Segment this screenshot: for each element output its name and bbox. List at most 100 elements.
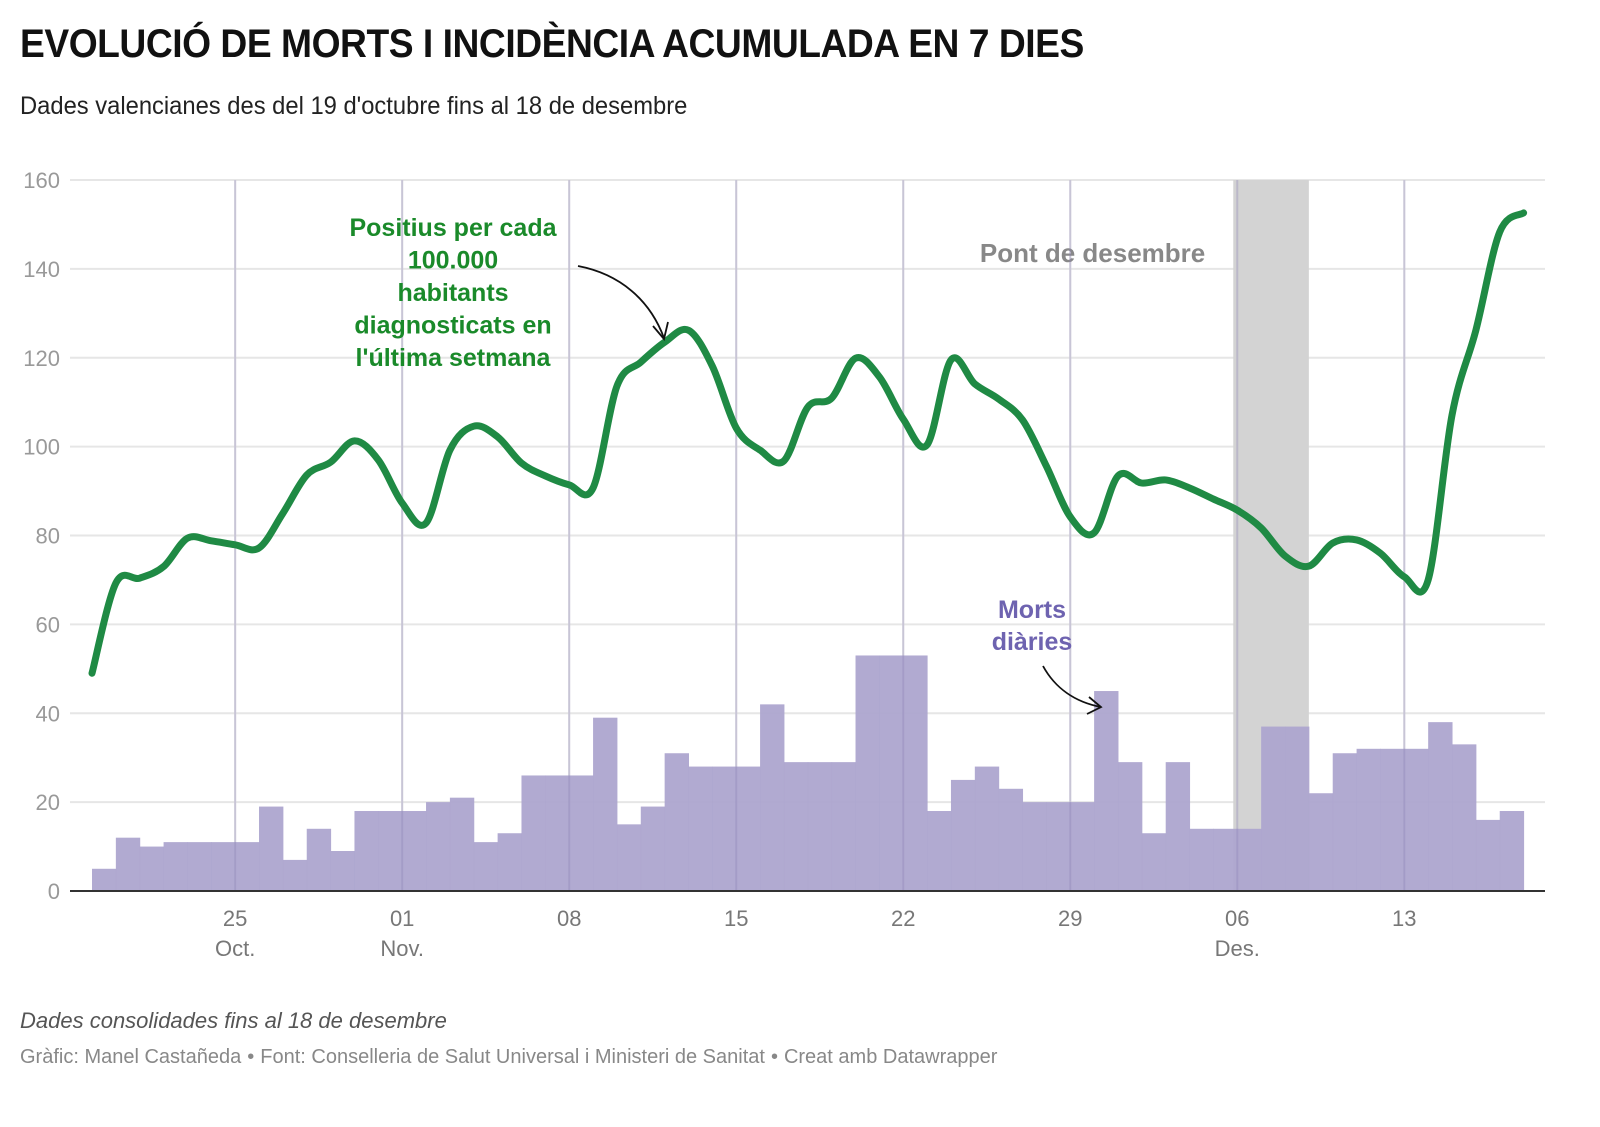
deaths-bar — [1332, 753, 1358, 891]
credit-tool[interactable]: Creat amb Datawrapper — [783, 1046, 998, 1068]
x-tick-month: Oct. — [215, 936, 255, 961]
deaths-bar — [92, 868, 117, 891]
deaths-bar — [998, 788, 1024, 891]
deaths-bar — [640, 806, 666, 891]
deaths-bar — [211, 842, 236, 891]
deaths-bar — [1046, 802, 1071, 891]
y-tick-label: 140 — [23, 257, 60, 282]
deaths-annotation-line: Morts — [998, 596, 1066, 624]
x-tick-label: 01 — [390, 906, 414, 931]
deaths-bar — [688, 766, 713, 891]
deaths-bar — [449, 797, 475, 891]
deaths-bars — [92, 655, 1525, 891]
deaths-bar — [1404, 748, 1429, 891]
x-tick-label: 13 — [1392, 906, 1416, 931]
y-tick-label: 40 — [36, 701, 60, 726]
credit-source: Font: Conselleria de Salut Universal i M… — [260, 1046, 765, 1068]
deaths-bar — [1380, 748, 1405, 891]
deaths-bar — [187, 842, 212, 891]
deaths-bar — [879, 655, 904, 891]
y-tick-label: 100 — [23, 435, 60, 460]
x-tick-month: Nov. — [380, 936, 424, 961]
deaths-bar — [473, 842, 499, 891]
deaths-bar — [831, 762, 857, 891]
deaths-bar — [1261, 726, 1286, 891]
deaths-bar — [1189, 828, 1214, 891]
deaths-bar — [115, 837, 141, 891]
annotations: Positius per cada 100.000 habitants diagnos… — [349, 214, 1103, 715]
incidence-annotation-line: diagnosticats en — [354, 312, 551, 340]
x-tick-month: Des. — [1215, 936, 1260, 961]
x-tick-label: 25 — [223, 906, 247, 931]
deaths-bar — [974, 766, 1000, 891]
incidence-annotation-line: Positius per cada — [349, 214, 557, 242]
deaths-bar — [282, 859, 308, 891]
deaths-bar — [235, 842, 260, 891]
deaths-bar — [1237, 828, 1262, 891]
annotation-arrow — [577, 265, 665, 339]
x-axis-ticks: 25 Oct. 01 Nov. 08 15 22 29 06 Des. 13 — [215, 906, 1417, 961]
deaths-bar — [1070, 802, 1095, 891]
deaths-bar — [664, 753, 689, 891]
y-tick-label: 20 — [36, 790, 60, 815]
x-tick-label: 15 — [724, 906, 748, 931]
x-tick-label: 22 — [891, 906, 915, 931]
chart-subtitle: Dades valencianes des del 19 d'octubre f… — [20, 92, 688, 120]
deaths-bar — [426, 802, 451, 891]
deaths-bar — [545, 775, 570, 891]
deaths-bar — [1428, 722, 1453, 891]
deaths-bar — [950, 779, 976, 891]
y-tick-label: 60 — [36, 612, 60, 637]
y-tick-label: 80 — [36, 524, 60, 549]
deaths-bar — [927, 811, 952, 891]
deaths-bar — [306, 828, 332, 891]
deaths-bar — [1308, 793, 1334, 891]
deaths-bar — [1475, 819, 1501, 891]
incidence-line — [88, 209, 1528, 677]
incidence-annotation-line: habitants — [397, 279, 508, 307]
deaths-bar — [903, 655, 928, 891]
deaths-bar — [760, 704, 785, 891]
footer-note: Dades consolidades fins al 18 de desembr… — [20, 1008, 447, 1033]
footer-credits: Gràfic: Manel Castañeda • Font: Conselleri… — [20, 1046, 997, 1069]
deaths-bar — [1499, 811, 1525, 891]
annotation-arrow — [1042, 665, 1102, 708]
x-tick-label: 06 — [1225, 906, 1249, 931]
chart-title: EVOLUCIÓ DE MORTS I INCIDÈNCIA ACUMULADA… — [20, 22, 1084, 66]
deaths-bar — [1094, 691, 1119, 891]
credit-separator: • — [247, 1046, 255, 1068]
annotation-arrowhead — [652, 321, 669, 341]
x-tick-label: 29 — [1058, 906, 1082, 931]
deaths-bar — [330, 851, 355, 891]
deaths-bar — [139, 846, 165, 891]
chart: Pont de desembre 0 20 40 60 80 100 120 140 160 2… — [23, 168, 1545, 961]
deaths-bar — [855, 655, 880, 891]
deaths-bar — [569, 775, 594, 891]
deaths-bar — [736, 766, 761, 891]
deaths-bar — [712, 766, 737, 891]
deaths-bar — [1165, 762, 1191, 891]
credit-chart: Gràfic: Manel Castañeda — [20, 1046, 242, 1068]
band-label: Pont de desembre — [980, 238, 1205, 268]
credit-separator: • — [770, 1046, 778, 1068]
deaths-bar — [1141, 833, 1167, 891]
x-tick-label: 08 — [557, 906, 581, 931]
deaths-bar — [1356, 748, 1381, 891]
deaths-bar — [593, 717, 618, 891]
y-axis-ticks: 0 20 40 60 80 100 120 140 160 — [23, 168, 60, 904]
y-tick-label: 160 — [23, 168, 60, 193]
deaths-bar — [1022, 802, 1047, 891]
deaths-bar — [259, 806, 284, 891]
deaths-bar — [1213, 828, 1238, 891]
deaths-bar — [1285, 726, 1310, 891]
deaths-bar — [497, 833, 522, 891]
deaths-annotation-line: diàries — [992, 628, 1073, 656]
deaths-bar — [378, 811, 403, 891]
incidence-annotation-line: l'última setmana — [356, 344, 552, 372]
deaths-bar — [1117, 762, 1143, 891]
deaths-bar — [807, 762, 833, 891]
y-tick-label: 120 — [23, 346, 60, 371]
annotation-arrowhead — [1086, 696, 1103, 715]
deaths-bar — [402, 811, 427, 891]
y-tick-label: 0 — [48, 879, 60, 904]
